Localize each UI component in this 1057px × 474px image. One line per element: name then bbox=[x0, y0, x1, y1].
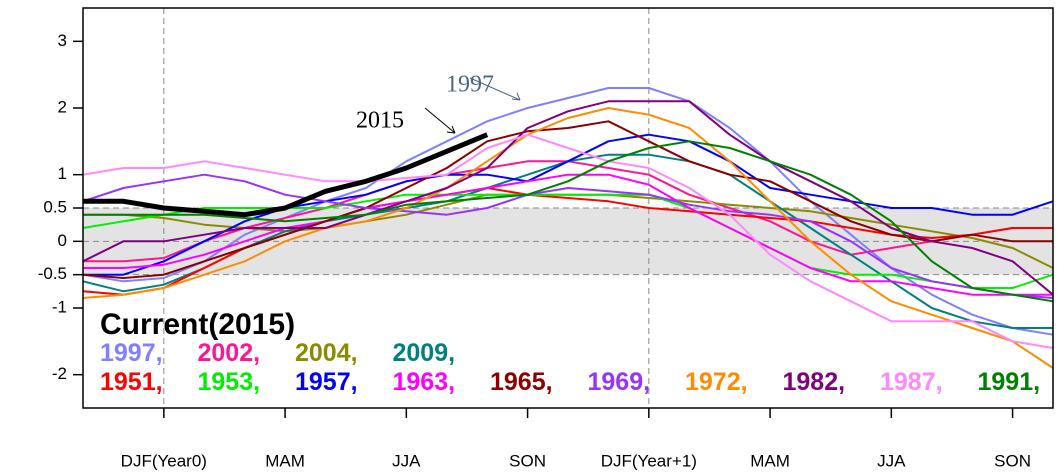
series-line bbox=[83, 133, 1054, 276]
legend-entry: 1987, bbox=[880, 368, 943, 396]
legend-label: 1953 bbox=[198, 368, 254, 396]
legend-label: 2002 bbox=[198, 339, 254, 367]
legend-separator: , bbox=[156, 339, 163, 367]
legend-entry: 1997, bbox=[100, 339, 163, 367]
series-line bbox=[82, 120, 1053, 279]
legend-entry: 1965, bbox=[490, 368, 553, 396]
legend-label: 1997 bbox=[100, 339, 156, 367]
legend-entry: 1991, bbox=[978, 368, 1041, 396]
legend-separator: , bbox=[546, 368, 553, 396]
y-tick-label: 2 bbox=[58, 97, 67, 116]
legend-separator: , bbox=[741, 368, 748, 396]
x-tick-label: DJF(Year0) bbox=[121, 451, 207, 470]
legend-separator: , bbox=[351, 339, 358, 367]
legend-entry: 1951, bbox=[100, 368, 163, 396]
legend-separator: , bbox=[351, 368, 358, 396]
legend-separator: , bbox=[253, 368, 260, 396]
legend-label: 1951 bbox=[100, 368, 156, 396]
legend-separator: , bbox=[156, 368, 163, 396]
legend-separator: , bbox=[448, 339, 455, 367]
x-tick-label: SON bbox=[509, 451, 546, 470]
legend-label: 1963 bbox=[393, 368, 449, 396]
legend-entry: 1982, bbox=[783, 368, 846, 396]
y-tick-label: 1 bbox=[58, 164, 67, 183]
legend-separator: , bbox=[253, 339, 260, 367]
plot-frame bbox=[82, 7, 1054, 409]
legend-entry: 1972, bbox=[685, 368, 748, 396]
legend-separator: , bbox=[1033, 368, 1040, 396]
annotation: 2015 bbox=[356, 108, 404, 134]
legend-entry: 1957, bbox=[295, 368, 358, 396]
x-tick-label: JJA bbox=[392, 451, 421, 470]
annotation: 1997 bbox=[446, 72, 494, 98]
series-line bbox=[83, 173, 1053, 296]
y-tick-label: -1 bbox=[52, 297, 67, 316]
x-tick-label: MAM bbox=[265, 451, 305, 470]
legend-separator: , bbox=[838, 368, 845, 396]
legend-label: 1991 bbox=[978, 368, 1034, 396]
y-tick-label: -2 bbox=[52, 364, 67, 383]
series-line bbox=[82, 100, 1054, 296]
series-line bbox=[83, 132, 489, 218]
annotation-arrow bbox=[424, 107, 456, 134]
y-tick-label: 0.5 bbox=[43, 197, 67, 216]
legend-separator: , bbox=[643, 368, 650, 396]
y-tick-label: 3 bbox=[58, 31, 67, 50]
series-line bbox=[82, 107, 1054, 369]
legend-separator: , bbox=[936, 368, 943, 396]
series-line bbox=[82, 133, 1054, 349]
legend-label: 2004 bbox=[295, 339, 351, 367]
x-tick-label: DJF(Year+1) bbox=[601, 451, 697, 470]
series-line bbox=[82, 173, 1054, 299]
x-tick-label: JJA bbox=[877, 451, 906, 470]
series-line bbox=[82, 193, 1054, 289]
legend-label: 1957 bbox=[295, 368, 351, 396]
y-tick-label: 0 bbox=[58, 231, 67, 250]
legend-entry: 1969, bbox=[588, 368, 651, 396]
arrow-head bbox=[446, 125, 456, 134]
arrow-head bbox=[511, 92, 521, 101]
legend-label: 1965 bbox=[490, 368, 546, 396]
y-tick-label: -0.5 bbox=[38, 264, 67, 283]
series-line bbox=[83, 140, 1054, 303]
legend-label: 1972 bbox=[685, 368, 741, 396]
legend-entry: 2009, bbox=[393, 339, 456, 367]
legend-label: 1969 bbox=[588, 368, 644, 396]
annotation-arrow bbox=[469, 77, 521, 101]
legend-title: Current(2015) bbox=[100, 308, 295, 341]
legend-entry: 2002, bbox=[198, 339, 261, 367]
legend-label: 1982 bbox=[783, 368, 839, 396]
legend-label: 2009 bbox=[393, 339, 449, 367]
x-tick-label: SON bbox=[994, 451, 1031, 470]
x-tick-label: MAM bbox=[750, 451, 790, 470]
legend-entry: 2004, bbox=[295, 339, 358, 367]
legend-label: 1987 bbox=[880, 368, 936, 396]
legend-entry: 1963, bbox=[393, 368, 456, 396]
legend-separator: , bbox=[448, 368, 455, 396]
legend-entry: 1953, bbox=[198, 368, 261, 396]
